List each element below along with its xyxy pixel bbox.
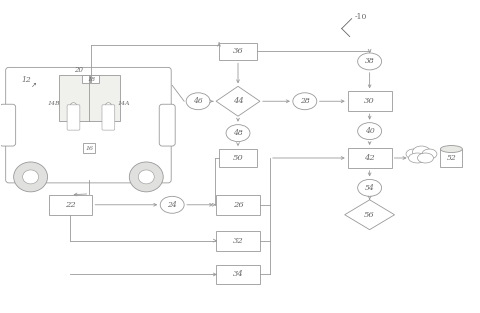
Ellipse shape — [358, 123, 382, 140]
Polygon shape — [345, 200, 395, 230]
Ellipse shape — [293, 93, 317, 110]
FancyBboxPatch shape — [219, 43, 257, 60]
Ellipse shape — [358, 179, 382, 196]
Ellipse shape — [422, 149, 437, 159]
Ellipse shape — [129, 162, 163, 192]
FancyBboxPatch shape — [102, 105, 115, 130]
Text: 12: 12 — [22, 76, 32, 84]
Text: 22: 22 — [65, 201, 76, 209]
Text: 20: 20 — [74, 66, 83, 74]
FancyBboxPatch shape — [91, 75, 99, 83]
Ellipse shape — [408, 153, 426, 163]
Text: 24: 24 — [168, 201, 177, 209]
FancyBboxPatch shape — [84, 143, 96, 153]
FancyBboxPatch shape — [216, 195, 260, 215]
Text: 50: 50 — [233, 154, 243, 162]
FancyBboxPatch shape — [83, 75, 90, 83]
FancyBboxPatch shape — [348, 148, 392, 168]
Text: 52: 52 — [446, 154, 456, 162]
Text: ↗: ↗ — [31, 82, 36, 88]
Text: 16: 16 — [85, 146, 94, 151]
FancyBboxPatch shape — [216, 231, 260, 251]
Ellipse shape — [358, 53, 382, 70]
Text: 36: 36 — [233, 48, 243, 55]
FancyBboxPatch shape — [441, 149, 462, 167]
FancyBboxPatch shape — [159, 104, 175, 146]
Ellipse shape — [13, 162, 48, 192]
Ellipse shape — [412, 146, 431, 158]
Text: 34: 34 — [233, 270, 243, 279]
Ellipse shape — [406, 149, 421, 159]
FancyBboxPatch shape — [67, 105, 80, 130]
FancyBboxPatch shape — [219, 149, 257, 167]
Text: 38: 38 — [365, 57, 374, 65]
Text: 14B: 14B — [47, 101, 60, 106]
FancyBboxPatch shape — [59, 75, 120, 121]
Text: 56: 56 — [364, 211, 375, 219]
Text: 32: 32 — [233, 237, 243, 245]
Ellipse shape — [226, 125, 250, 141]
FancyBboxPatch shape — [48, 195, 93, 215]
Ellipse shape — [441, 146, 462, 152]
Text: 14A: 14A — [117, 101, 130, 106]
Text: 28: 28 — [300, 97, 310, 105]
Polygon shape — [216, 86, 260, 116]
Text: 46: 46 — [193, 97, 203, 105]
FancyBboxPatch shape — [216, 264, 260, 285]
Text: 54: 54 — [365, 184, 374, 192]
FancyBboxPatch shape — [0, 104, 16, 146]
Text: 26: 26 — [233, 201, 243, 209]
Text: 48: 48 — [233, 129, 243, 137]
Ellipse shape — [23, 170, 38, 184]
Ellipse shape — [418, 153, 433, 163]
Ellipse shape — [105, 103, 111, 109]
Ellipse shape — [138, 170, 154, 184]
Text: 40: 40 — [365, 127, 374, 135]
Text: 42: 42 — [364, 154, 375, 162]
Text: -10: -10 — [355, 13, 367, 21]
Text: 44: 44 — [233, 97, 243, 105]
Text: 18: 18 — [88, 77, 96, 82]
FancyBboxPatch shape — [6, 67, 171, 183]
Text: 30: 30 — [364, 97, 375, 105]
Ellipse shape — [160, 196, 184, 213]
Ellipse shape — [71, 103, 77, 109]
FancyBboxPatch shape — [348, 91, 392, 111]
Ellipse shape — [186, 93, 210, 110]
